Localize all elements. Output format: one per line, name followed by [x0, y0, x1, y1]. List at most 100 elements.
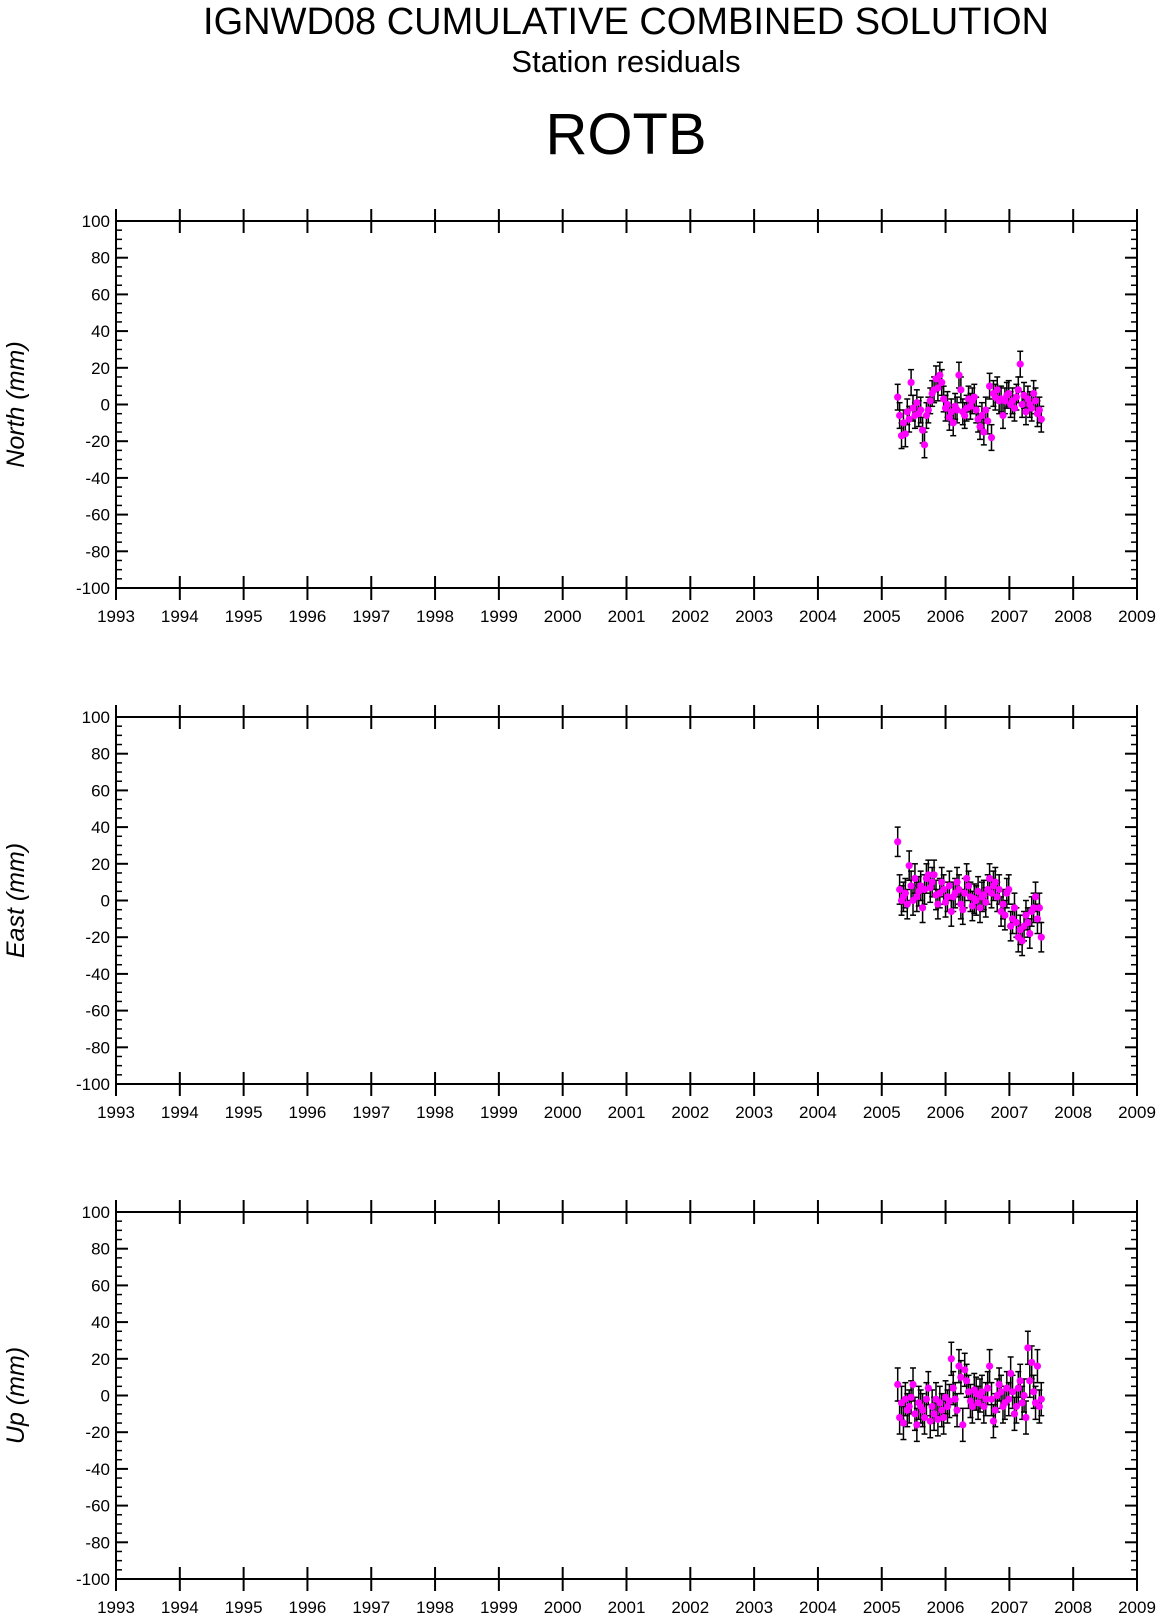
x-tick-label: 2007 [990, 1598, 1028, 1617]
data-point [974, 887, 982, 895]
data-point [934, 384, 942, 392]
data-point [1005, 885, 1013, 894]
data-point [1030, 904, 1038, 912]
x-tick-label: 1997 [352, 1598, 390, 1617]
data-point [903, 408, 911, 416]
station-name: ROTB [545, 102, 706, 167]
data-point [901, 430, 909, 438]
data-point [905, 415, 913, 423]
data-point [901, 889, 909, 897]
data-point [985, 382, 994, 390]
data-point [987, 433, 996, 442]
x-tick-label: 2004 [799, 1103, 837, 1122]
data-point [918, 426, 927, 434]
data-point [924, 406, 932, 414]
y-tick-label: 0 [101, 396, 110, 415]
data-point [961, 889, 969, 897]
data-point [1010, 404, 1019, 412]
data-point [964, 882, 973, 890]
data-point [945, 1397, 953, 1405]
data-point [934, 1415, 942, 1423]
y-tick-label: 20 [91, 359, 110, 378]
x-tick-label: 2000 [544, 1598, 582, 1617]
data-point [991, 878, 999, 886]
data-point [913, 1421, 921, 1429]
data-point [920, 441, 929, 449]
data-point [1005, 1395, 1013, 1403]
figure-subtitle: Station residuals [511, 44, 740, 79]
y-tick-label: 60 [91, 285, 110, 304]
data-point [966, 1397, 975, 1405]
x-tick-label: 1999 [480, 1103, 518, 1122]
y-tick-label: -80 [85, 542, 110, 561]
data-point [918, 1406, 927, 1414]
y-tick-label: 40 [91, 818, 110, 837]
data-point [1035, 1402, 1043, 1411]
x-tick-label: 1994 [161, 1598, 199, 1617]
y-tick-label: -60 [85, 1497, 110, 1516]
data-point [972, 406, 980, 414]
x-tick-label: 1994 [161, 607, 199, 626]
y-tick-label: -40 [85, 1460, 110, 1479]
data-point [1035, 406, 1043, 414]
y-tick-label: 80 [91, 745, 110, 764]
data-point [1007, 1369, 1015, 1378]
data-point [920, 885, 929, 894]
x-tick-label: 1993 [97, 1598, 135, 1617]
y-tick-label: -20 [85, 1423, 110, 1442]
data-point [894, 1380, 902, 1389]
x-tick-label: 2001 [608, 607, 646, 626]
data-point [894, 838, 902, 846]
x-tick-label: 1998 [416, 607, 454, 626]
y-axis-label: East (mm) [2, 843, 30, 958]
data-point [978, 1388, 986, 1396]
y-tick-label: 80 [91, 249, 110, 268]
data-point [1033, 915, 1042, 923]
data-point [1001, 911, 1009, 919]
data-point [1020, 1391, 1028, 1400]
y-tick-label: 20 [91, 855, 110, 874]
data-point [1022, 408, 1030, 416]
x-tick-label: 2003 [735, 1598, 773, 1617]
data-point [938, 878, 946, 886]
x-tick-label: 1998 [416, 1103, 454, 1122]
x-tick-label: 1999 [480, 607, 518, 626]
data-point [909, 404, 917, 412]
data-point [1014, 386, 1022, 394]
x-tick-label: 2005 [863, 1598, 901, 1617]
data-point [930, 871, 938, 879]
data-point [926, 884, 934, 892]
x-tick-label: 2006 [927, 607, 965, 626]
data-point [896, 411, 904, 420]
x-tick-label: 2002 [671, 1103, 709, 1122]
data-point [1003, 1384, 1011, 1392]
data-point [966, 402, 975, 410]
data-point [974, 1399, 982, 1407]
data-point [984, 1384, 992, 1392]
data-point [957, 900, 965, 908]
figure-title: IGNWD08 CUMULATIVE COMBINED SOLUTION [203, 1, 1049, 43]
x-tick-label: 2004 [799, 1598, 837, 1617]
data-point [1031, 893, 1040, 901]
data-point [903, 900, 911, 908]
data-point [1022, 1413, 1030, 1422]
data-point [907, 378, 915, 387]
data-point [926, 397, 934, 405]
panel-east: 100 80 60 40 20 0 -20 -40 -60 -80 -100 1993 1994 1995… [2, 705, 1156, 1122]
data-point [943, 893, 952, 901]
data-point [896, 1413, 904, 1422]
data-point [953, 878, 961, 886]
y-tick-label: -100 [76, 579, 110, 598]
x-tick-label: 2006 [927, 1598, 965, 1617]
data-point [941, 898, 950, 906]
data-point [1018, 1399, 1026, 1407]
x-tick-label: 2005 [863, 1103, 901, 1122]
data-point [995, 1380, 1003, 1389]
data-point [947, 907, 955, 916]
y-tick-label: -80 [85, 1038, 110, 1057]
data-point [993, 893, 1001, 901]
x-tick-label: 1996 [289, 1103, 327, 1122]
data-point [917, 406, 925, 414]
x-tick-label: 2009 [1118, 1598, 1156, 1617]
data-point [909, 1380, 917, 1389]
